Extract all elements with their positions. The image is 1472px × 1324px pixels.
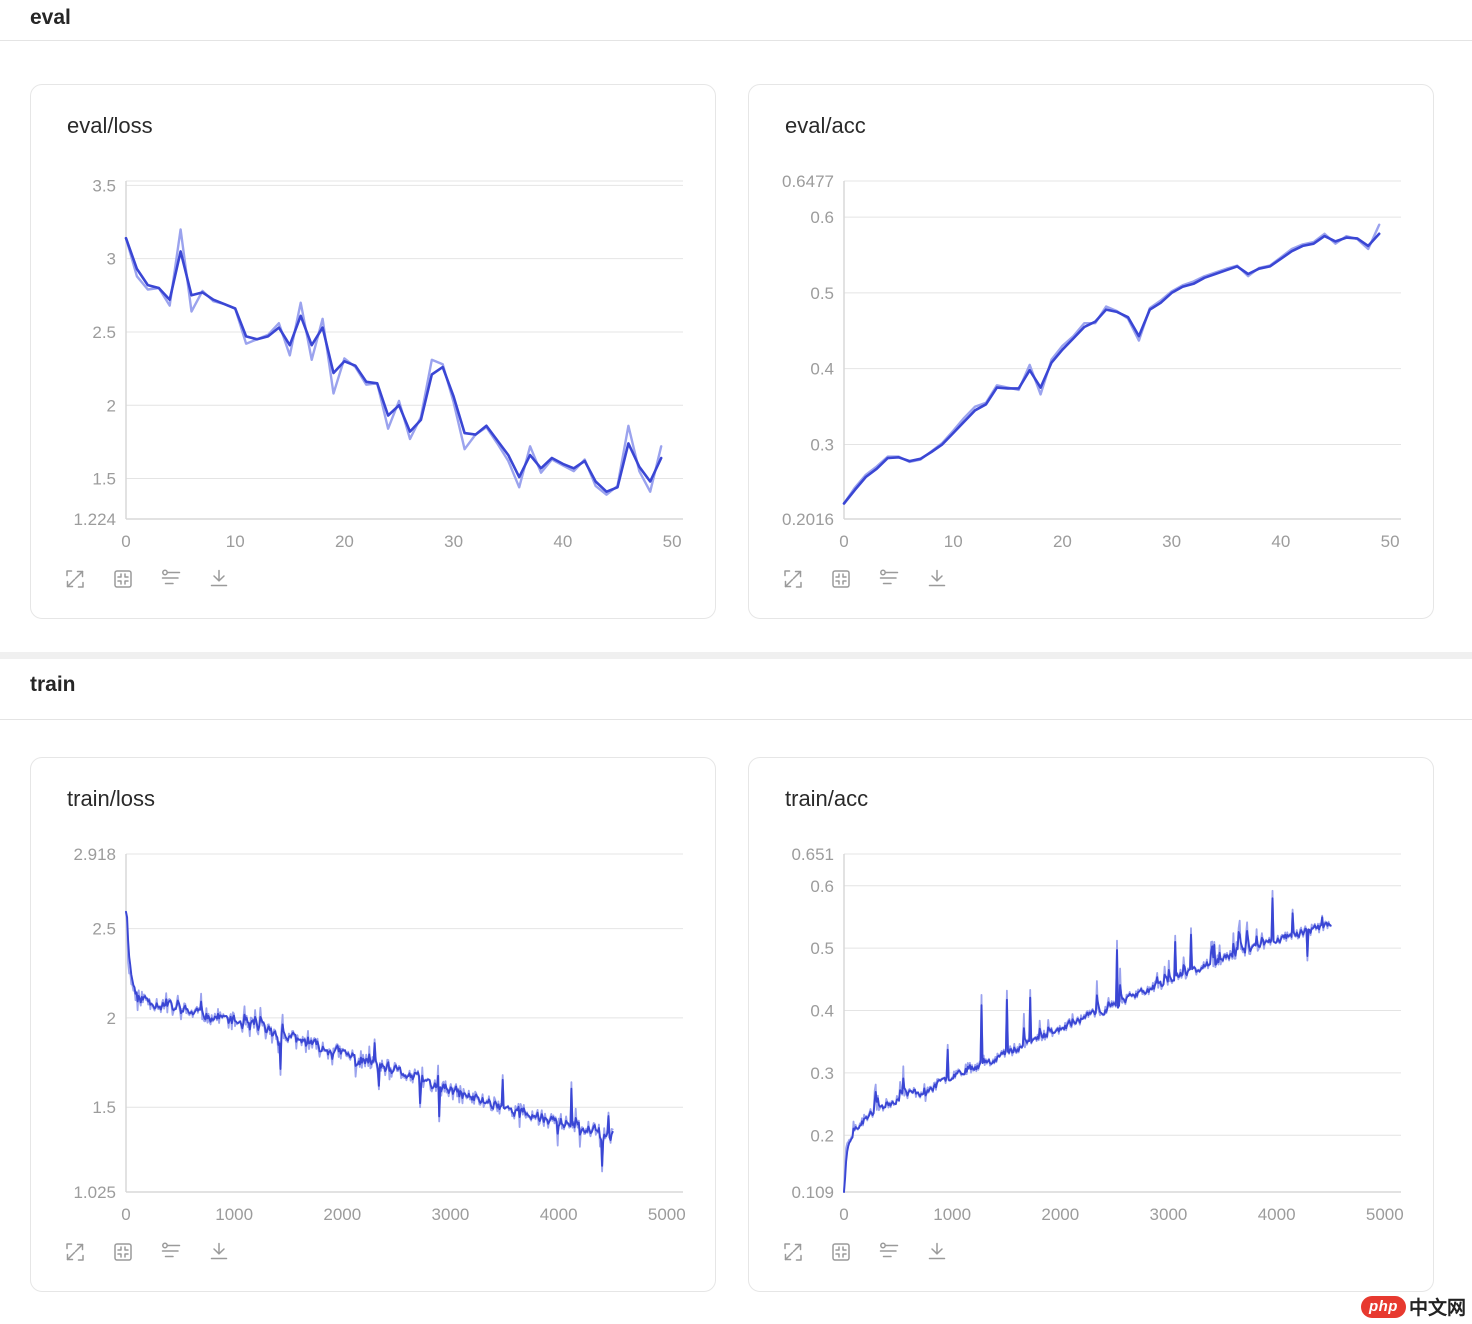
- svg-text:0.5: 0.5: [810, 284, 834, 303]
- svg-text:10: 10: [226, 532, 245, 551]
- svg-text:40: 40: [1271, 532, 1290, 551]
- svg-text:0.6: 0.6: [810, 877, 834, 896]
- svg-text:30: 30: [444, 532, 463, 551]
- restore-icon[interactable]: [829, 1240, 853, 1264]
- svg-text:0.5: 0.5: [810, 939, 834, 958]
- svg-text:2: 2: [107, 1009, 116, 1028]
- chart-card-eval-acc: eval/acc 0.6477 0.6 0.5 0.4 0.3 0.2016 0 10 20 30…: [748, 84, 1434, 619]
- svg-text:0.4: 0.4: [810, 1002, 834, 1021]
- svg-text:4000: 4000: [540, 1205, 578, 1224]
- svg-text:1.5: 1.5: [92, 470, 116, 489]
- svg-text:0: 0: [839, 532, 848, 551]
- svg-text:50: 50: [1381, 532, 1400, 551]
- smoothing-icon[interactable]: [159, 567, 183, 591]
- svg-text:2000: 2000: [1041, 1205, 1079, 1224]
- section-separator: [0, 652, 1472, 659]
- restore-icon[interactable]: [111, 1240, 135, 1264]
- svg-text:2: 2: [107, 396, 116, 415]
- svg-text:1000: 1000: [215, 1205, 253, 1224]
- svg-text:2.918: 2.918: [73, 845, 116, 864]
- chart-toolbar: [63, 567, 715, 591]
- svg-text:3000: 3000: [432, 1205, 470, 1224]
- chart-title-eval-loss: eval/loss: [67, 113, 153, 138]
- smoothing-icon[interactable]: [877, 1240, 901, 1264]
- svg-text:5000: 5000: [1366, 1205, 1404, 1224]
- svg-text:0: 0: [839, 1205, 848, 1224]
- restore-icon[interactable]: [829, 567, 853, 591]
- train-cards-row: train/loss 2.918 2.5 2 1.5 1.025 0 1000 2000 300…: [0, 720, 1472, 1292]
- svg-text:3000: 3000: [1150, 1205, 1188, 1224]
- chart-toolbar: [781, 1240, 1433, 1264]
- svg-text:0.6477: 0.6477: [782, 172, 834, 191]
- svg-text:0.3: 0.3: [810, 435, 834, 454]
- eval-cards-row: eval/loss 3.5 3 2.5 2 1.5 1.224 0 10 20 30 40 50 ev…: [0, 41, 1472, 619]
- svg-text:50: 50: [663, 532, 682, 551]
- chart-toolbar: [63, 1240, 715, 1264]
- smoothing-icon[interactable]: [877, 567, 901, 591]
- eval-loss-chart[interactable]: 3.5 3 2.5 2 1.5 1.224 0 10 20 30 40 50: [31, 169, 715, 561]
- fullscreen-icon[interactable]: [63, 567, 87, 591]
- svg-text:3: 3: [107, 250, 116, 269]
- svg-text:4000: 4000: [1258, 1205, 1296, 1224]
- fullscreen-icon[interactable]: [63, 1240, 87, 1264]
- svg-text:0.2: 0.2: [810, 1126, 834, 1145]
- restore-icon[interactable]: [111, 567, 135, 591]
- svg-text:1.025: 1.025: [73, 1183, 116, 1202]
- svg-text:20: 20: [1053, 532, 1072, 551]
- svg-text:0.651: 0.651: [791, 845, 834, 864]
- watermark-text: 中文网: [1408, 1298, 1466, 1319]
- php-logo-badge: php: [1360, 1295, 1406, 1318]
- chart-card-train-acc: train/acc 0.651 0.6 0.5 0.4 0.3 0.2 0.109 0 1000…: [748, 757, 1434, 1292]
- svg-text:30: 30: [1162, 532, 1181, 551]
- svg-text:20: 20: [335, 532, 354, 551]
- svg-text:1000: 1000: [933, 1205, 971, 1224]
- download-icon[interactable]: [207, 1240, 231, 1264]
- section-header-train: train: [0, 659, 1472, 720]
- svg-text:10: 10: [944, 532, 963, 551]
- svg-text:1.5: 1.5: [92, 1098, 116, 1117]
- svg-text:0.4: 0.4: [810, 360, 834, 379]
- watermark: php 中文网: [1360, 1293, 1466, 1320]
- smoothing-icon[interactable]: [159, 1240, 183, 1264]
- svg-text:0: 0: [121, 1205, 130, 1224]
- fullscreen-icon[interactable]: [781, 1240, 805, 1264]
- download-icon[interactable]: [207, 567, 231, 591]
- svg-text:0.6: 0.6: [810, 208, 834, 227]
- train-loss-chart[interactable]: 2.918 2.5 2 1.5 1.025 0 1000 2000 3000 4000 5000: [31, 842, 715, 1234]
- svg-text:0: 0: [121, 532, 130, 551]
- download-icon[interactable]: [925, 1240, 949, 1264]
- svg-text:0.2016: 0.2016: [782, 510, 834, 529]
- svg-text:1.224: 1.224: [73, 510, 116, 529]
- fullscreen-icon[interactable]: [781, 567, 805, 591]
- train-acc-chart[interactable]: 0.651 0.6 0.5 0.4 0.3 0.2 0.109 0 1000 2000 3000 40…: [749, 842, 1433, 1234]
- chart-title-train-loss: train/loss: [67, 786, 156, 811]
- chart-toolbar: [781, 567, 1433, 591]
- chart-card-train-loss: train/loss 2.918 2.5 2 1.5 1.025 0 1000 2000 300…: [30, 757, 716, 1292]
- chart-title-eval-acc: eval/acc: [785, 113, 866, 138]
- svg-text:2.5: 2.5: [92, 323, 116, 342]
- svg-text:3.5: 3.5: [92, 176, 116, 195]
- chart-card-eval-loss: eval/loss 3.5 3 2.5 2 1.5 1.224 0 10 20 30 40 50: [30, 84, 716, 619]
- svg-text:2000: 2000: [323, 1205, 361, 1224]
- svg-text:0.109: 0.109: [791, 1183, 834, 1202]
- svg-text:2.5: 2.5: [92, 920, 116, 939]
- svg-text:40: 40: [553, 532, 572, 551]
- chart-title-train-acc: train/acc: [785, 786, 869, 811]
- svg-text:5000: 5000: [648, 1205, 686, 1224]
- section-header-eval: eval: [0, 0, 1472, 41]
- eval-acc-chart[interactable]: 0.6477 0.6 0.5 0.4 0.3 0.2016 0 10 20 30 40 50: [749, 169, 1433, 561]
- svg-text:0.3: 0.3: [810, 1064, 834, 1083]
- download-icon[interactable]: [925, 567, 949, 591]
